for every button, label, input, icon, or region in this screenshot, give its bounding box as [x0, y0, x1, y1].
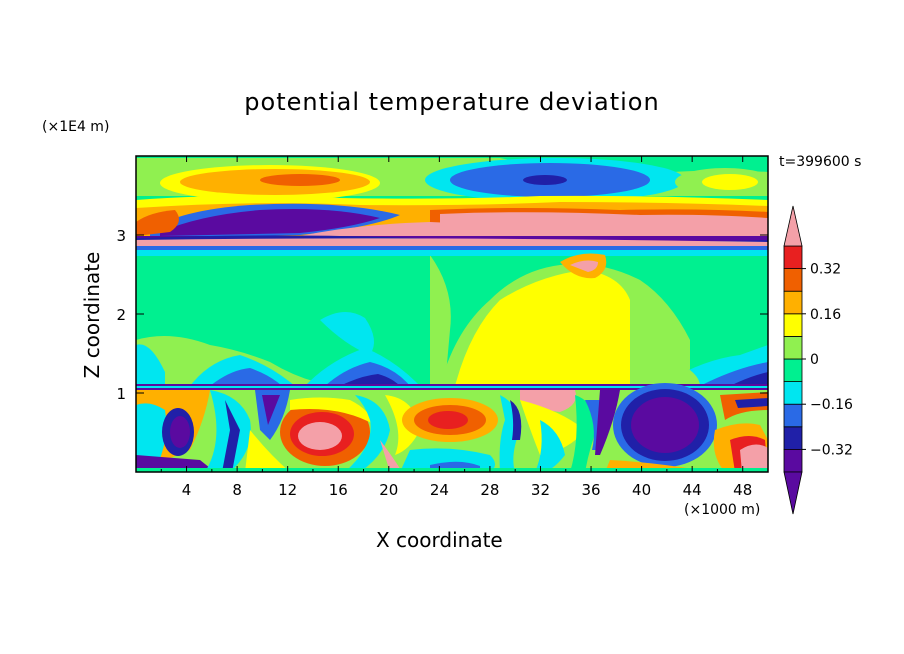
x-unit-label: (×1000 m)	[684, 502, 761, 518]
time-label: t=399600 s	[779, 154, 862, 170]
colorbar-bin	[783, 381, 803, 405]
colorbar-bin	[783, 448, 803, 473]
y-axis-label: Z coordinate	[80, 251, 104, 379]
chart-title: potential temperature deviation	[244, 88, 660, 116]
x-axis-label: X coordinate	[376, 528, 503, 552]
x-tick-label: 32	[531, 481, 550, 499]
x-tick-label: 28	[480, 481, 499, 499]
colorbar-bin	[783, 245, 803, 270]
colorbar-label: 0.32	[810, 262, 841, 278]
colorbar-bin	[783, 426, 803, 450]
x-tick-label: 20	[379, 481, 398, 499]
z-unit-label: (×1E4 m)	[42, 119, 110, 135]
colorbar-bin	[783, 313, 803, 337]
x-tick-label: 24	[430, 481, 449, 499]
colorbar-bin	[783, 335, 803, 360]
y-tick-label: 1	[116, 385, 126, 403]
colorbar-label: 0.16	[810, 307, 841, 323]
colorbar-bin	[783, 358, 803, 383]
x-tick-label: 48	[733, 481, 752, 499]
x-tick-label: 12	[278, 481, 297, 499]
x-tick-label: 36	[581, 481, 600, 499]
colorbar-label: 0	[810, 352, 819, 368]
colorbar: 0.32 0.16 0 −0.16 −0.32	[783, 205, 853, 515]
x-tick-label: 40	[632, 481, 651, 499]
x-tick-label: 44	[683, 481, 702, 499]
y-axis: 1 2 3	[116, 227, 768, 403]
colorbar-min-extend	[783, 471, 803, 515]
colorbar-label: −0.16	[810, 397, 853, 413]
colorbar-bin	[783, 403, 803, 428]
colorbar-bin	[783, 268, 803, 292]
colorbar-label: −0.32	[810, 442, 853, 458]
x-tick-label: 4	[182, 481, 192, 499]
x-tick-label: 8	[232, 481, 242, 499]
colorbar-bin	[783, 290, 803, 315]
x-axis: 4 8 12 16 20 24 28 32 36 40 44 48	[160, 156, 769, 499]
contour-field	[136, 156, 768, 472]
x-tick-label: 16	[329, 481, 348, 499]
colorbar-max-extend	[783, 205, 803, 247]
y-tick-label: 2	[116, 306, 126, 324]
y-tick-label: 3	[116, 227, 126, 245]
